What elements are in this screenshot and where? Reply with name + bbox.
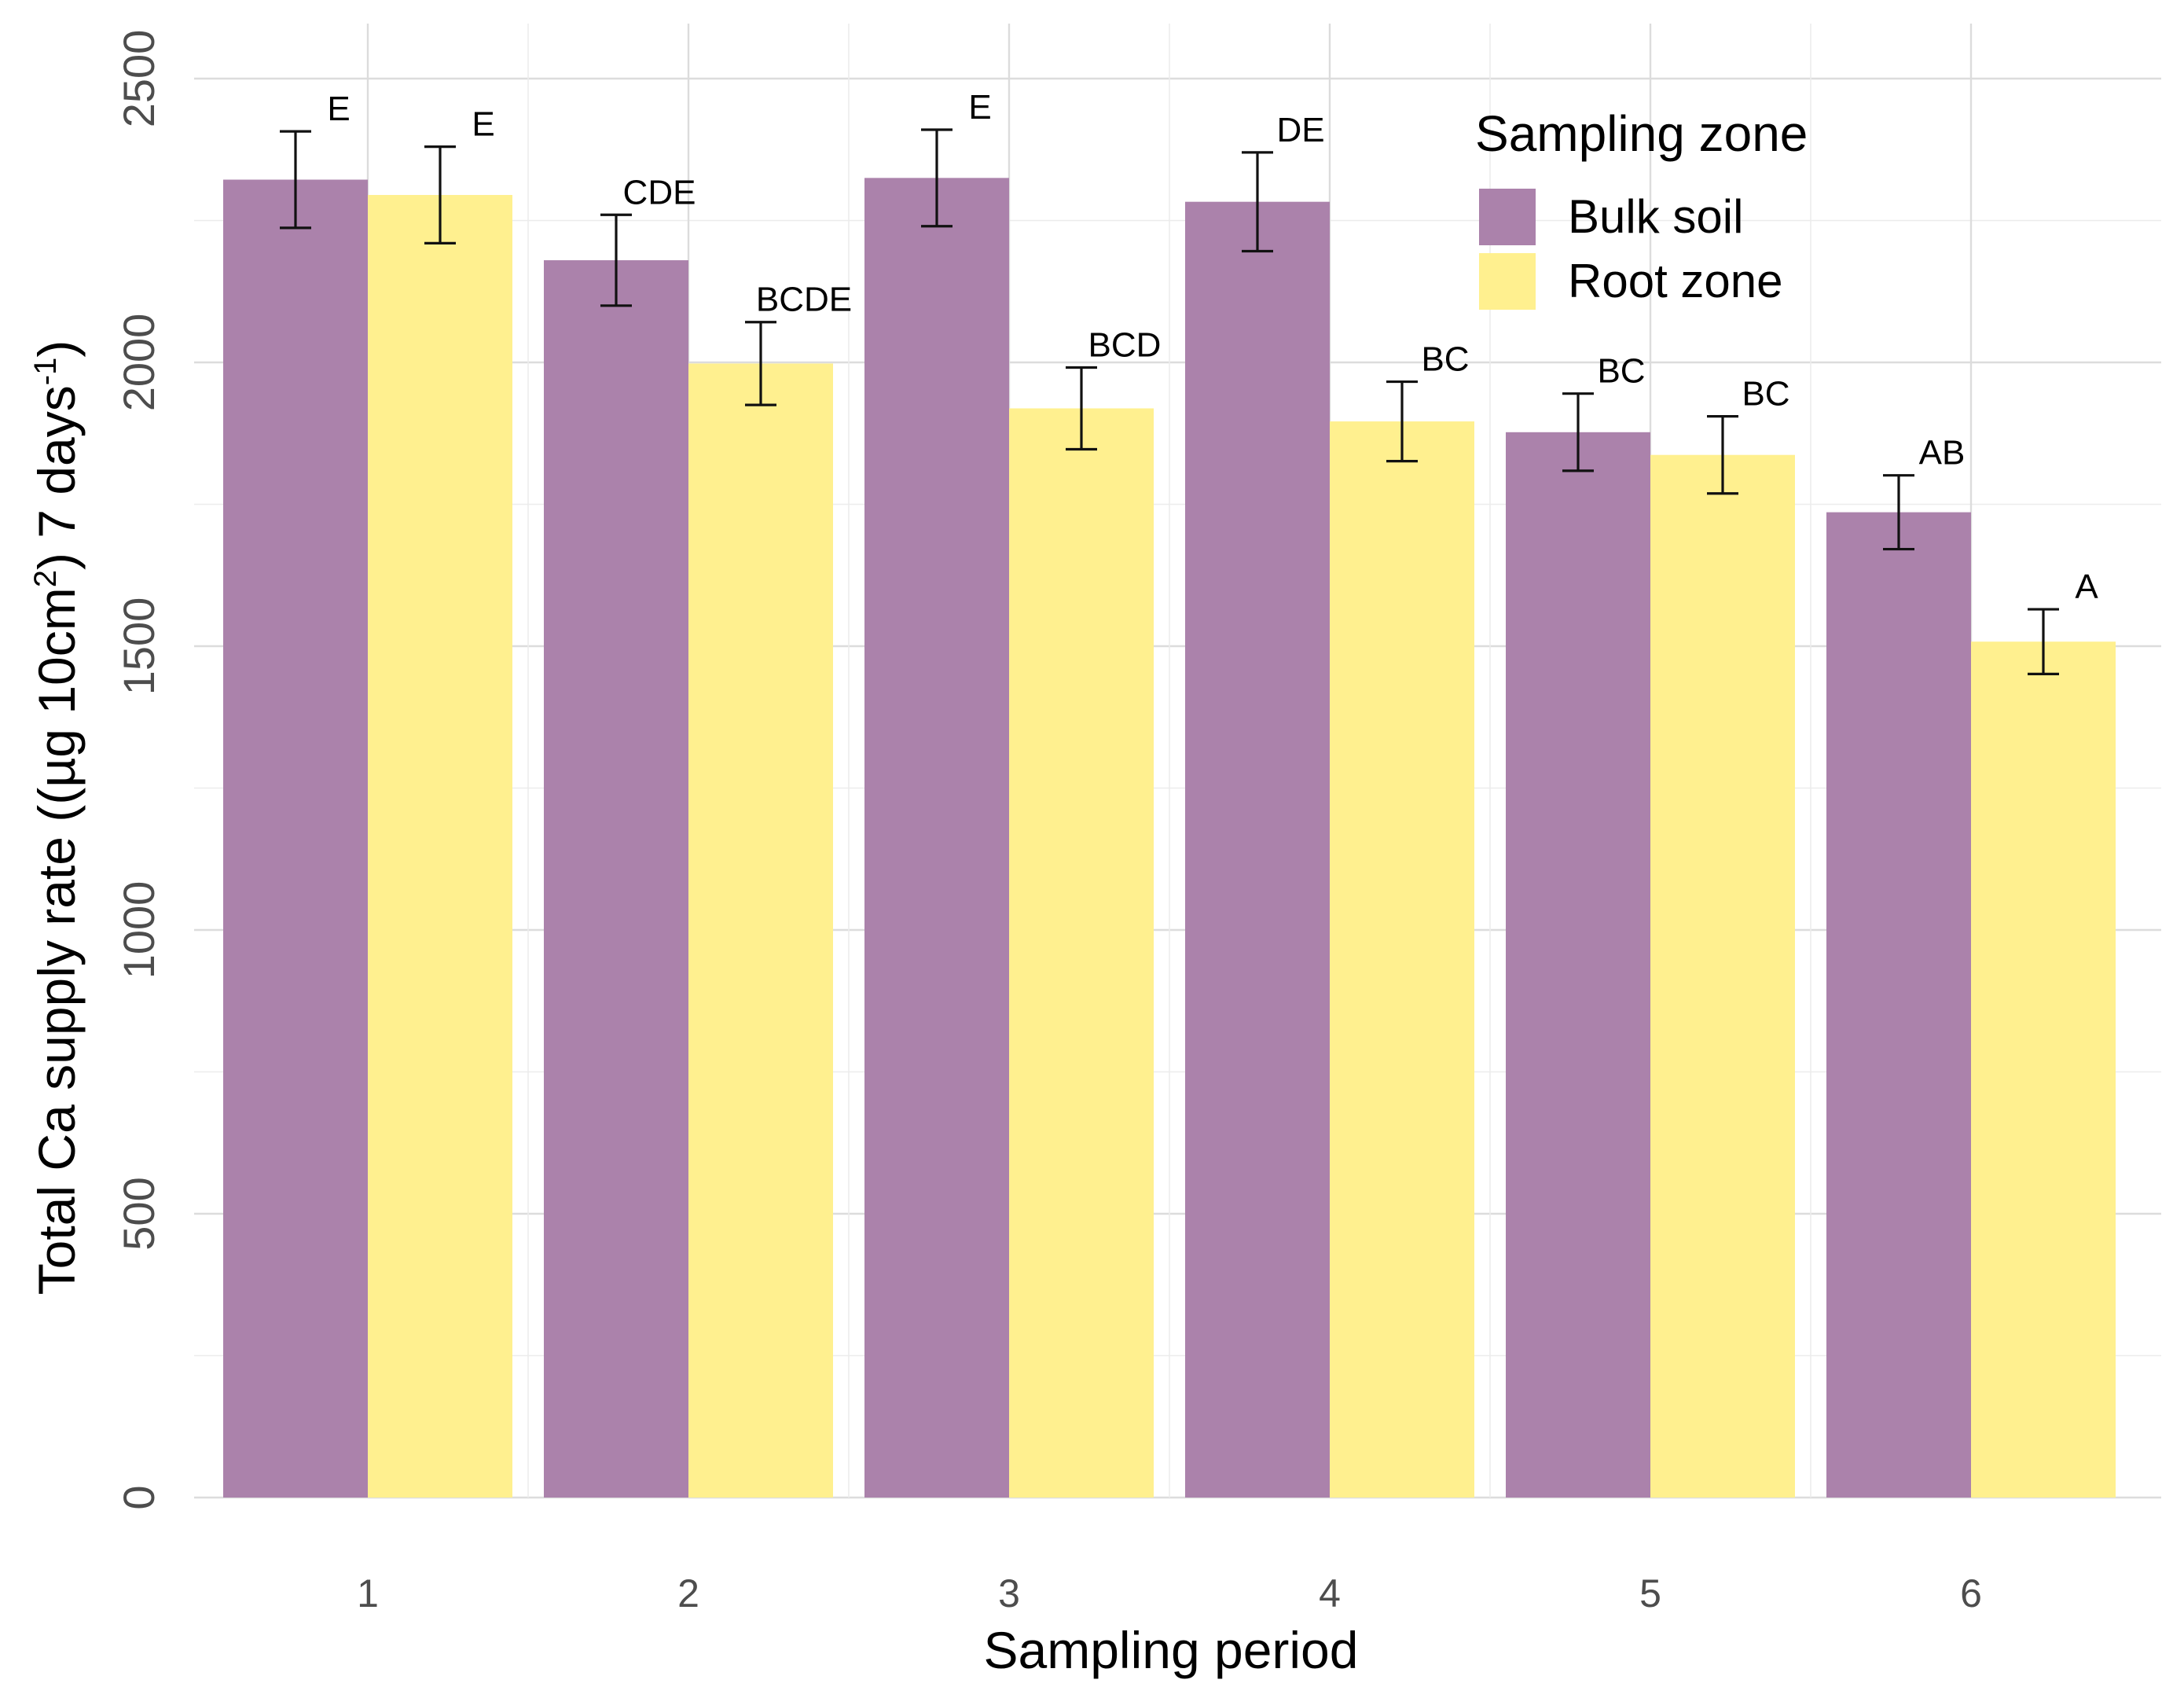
- x-tick-label: 3: [998, 1571, 1020, 1615]
- bar: [223, 179, 368, 1498]
- y-tick-label: 0: [114, 1485, 163, 1509]
- significance-letter: E: [968, 88, 991, 127]
- significance-letter: BC: [1421, 340, 1469, 379]
- significance-letter: CDE: [623, 173, 696, 211]
- bar: [368, 195, 512, 1498]
- x-tick-label: 2: [677, 1571, 699, 1615]
- x-tick-label: 6: [1960, 1571, 1982, 1615]
- y-tick-label: 500: [114, 1177, 163, 1250]
- legend-label: Root zone: [1568, 255, 1783, 307]
- significance-letter: BCD: [1088, 325, 1162, 364]
- significance-letter: BC: [1742, 375, 1789, 413]
- significance-letters: E CDE E DE BC AB E BCDE BCD BC BC A: [327, 88, 2098, 606]
- error-bar: [1883, 474, 1914, 551]
- error-bar: [1707, 414, 1738, 495]
- bar: [1826, 512, 1971, 1498]
- x-axis-title: Sampling period: [984, 1621, 1359, 1679]
- error-bar: [600, 213, 632, 307]
- error-bar: [1386, 380, 1418, 463]
- y-tick-labels: 0 500 1000 1500 2000 2500: [114, 30, 163, 1510]
- significance-letter: BCDE: [756, 281, 852, 319]
- bar: [1650, 454, 1795, 1498]
- bars: [223, 178, 2116, 1498]
- significance-letter: A: [2075, 568, 2098, 606]
- bar: [688, 363, 833, 1498]
- legend: Sampling zone Bulk soil Root zone: [1475, 105, 1808, 310]
- significance-letter: E: [327, 90, 350, 128]
- bar: [1009, 408, 1154, 1498]
- error-bar: [280, 130, 311, 230]
- bar: [1185, 201, 1330, 1498]
- x-tick-label: 5: [1639, 1571, 1661, 1615]
- error-bar: [1562, 392, 1594, 472]
- bar: [544, 260, 688, 1498]
- x-tick-label: 1: [357, 1571, 379, 1615]
- error-bar: [921, 128, 953, 228]
- error-bar: [424, 145, 456, 244]
- x-tick-labels: 1 2 3 4 5 6: [357, 1571, 1982, 1615]
- legend-swatch: [1479, 189, 1536, 245]
- x-tick-label: 4: [1319, 1571, 1341, 1615]
- bar: [1971, 641, 2116, 1498]
- legend-title: Sampling zone: [1475, 105, 1808, 162]
- y-tick-label: 1000: [114, 881, 163, 979]
- significance-letter: AB: [1919, 434, 1966, 472]
- significance-letter: BC: [1597, 352, 1645, 391]
- error-bar: [2028, 608, 2059, 675]
- error-bar: [1242, 151, 1273, 253]
- y-tick-label: 1500: [114, 597, 163, 696]
- legend-swatch: [1479, 253, 1536, 310]
- y-tick-label: 2000: [114, 314, 163, 412]
- error-bar: [1066, 366, 1097, 451]
- y-tick-label: 2500: [114, 30, 163, 128]
- bar: [1330, 421, 1474, 1498]
- legend-label: Bulk soil: [1568, 190, 1743, 243]
- bar: [864, 178, 1009, 1498]
- error-bars: [280, 128, 2059, 675]
- y-axis-title: Total Ca supply rate ((µg 10cm2) 7 days-…: [28, 340, 86, 1296]
- significance-letter: E: [472, 105, 494, 144]
- significance-letter: DE: [1276, 111, 1324, 149]
- error-bar: [745, 321, 776, 406]
- bar: [1506, 432, 1650, 1498]
